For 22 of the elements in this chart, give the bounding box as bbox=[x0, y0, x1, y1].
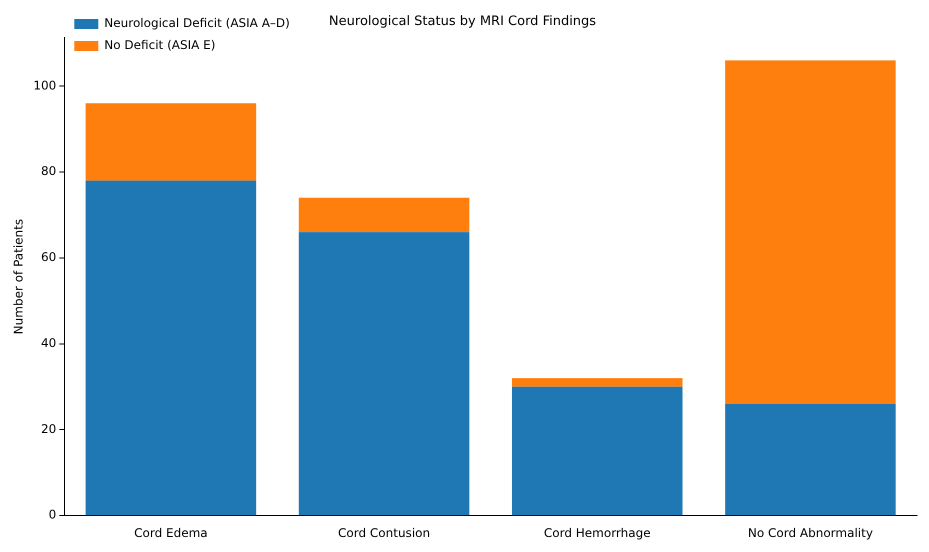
bar bbox=[725, 60, 896, 404]
chart-title: Neurological Status by MRI Cord Findings bbox=[328, 14, 596, 30]
x-tick-label: Cord Contusion bbox=[338, 526, 430, 540]
bar bbox=[86, 103, 256, 181]
bar bbox=[512, 386, 683, 516]
y-tick-label: 60 bbox=[41, 250, 56, 264]
y-axis-title: Number of Patients bbox=[11, 218, 26, 334]
y-tick-label: 20 bbox=[41, 422, 56, 436]
x-tick-label: No Cord Abnormality bbox=[748, 526, 873, 540]
bar bbox=[86, 180, 256, 516]
x-tick-label: Cord Hemorrhage bbox=[544, 526, 651, 540]
bar bbox=[298, 232, 470, 516]
x-tick-label: Cord Edema bbox=[134, 526, 208, 540]
y-tick-label: 100 bbox=[33, 78, 56, 92]
y-tick-label: 40 bbox=[41, 336, 56, 350]
y-tick-label: 80 bbox=[41, 164, 56, 178]
bar bbox=[298, 198, 470, 232]
bar bbox=[512, 378, 683, 387]
legend-label: No Deficit (ASIA E) bbox=[104, 38, 216, 52]
legend-label: Neurological Deficit (ASIA A–D) bbox=[104, 16, 290, 30]
bar bbox=[725, 404, 896, 516]
y-tick-label: 0 bbox=[48, 508, 56, 522]
